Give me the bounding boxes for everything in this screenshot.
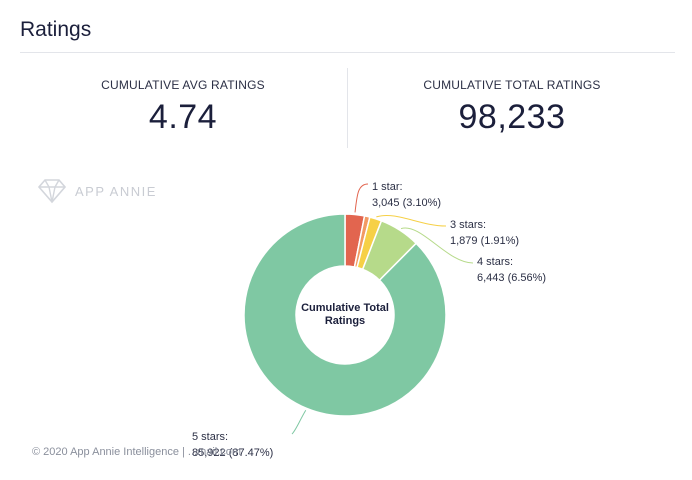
label-3-stars: 3 stars: <box>450 219 486 231</box>
metric-avg-ratings: CUMULATIVE AVG RATINGS 4.74 <box>20 78 346 137</box>
value-1-star: 3,045 (3.10%) <box>372 197 441 209</box>
center-label-line-2: Ratings <box>325 315 365 327</box>
value-4-stars: 6,443 (6.56%) <box>477 272 546 284</box>
connector-1-star <box>354 183 369 213</box>
diamond-logo-icon <box>37 178 67 204</box>
center-label-line-1: Cumulative Total <box>301 302 389 314</box>
slice-5-stars <box>243 213 447 417</box>
metric-avg-value: 4.74 <box>148 98 218 136</box>
label-1-star: 1 star: <box>372 181 403 193</box>
connector-4-stars <box>400 227 474 264</box>
metric-total-label: CUMULATIVE TOTAL RATINGS <box>423 78 601 92</box>
value-3-stars: 1,879 (1.91%) <box>450 235 519 247</box>
metric-total-value: 98,233 <box>458 98 566 136</box>
page-title: Ratings <box>20 18 92 41</box>
metric-divider <box>347 68 348 148</box>
footer-copyright: © 2020 App Annie Intelligence | ...mail.… <box>32 446 242 458</box>
metric-total-ratings: CUMULATIVE TOTAL RATINGS 98,233 <box>349 78 675 137</box>
metric-avg-label: CUMULATIVE AVG RATINGS <box>101 78 265 92</box>
connector-5-stars <box>291 409 307 435</box>
connector-3-stars <box>376 215 447 227</box>
value-5-stars: 85,922 (87.47%) <box>192 447 273 459</box>
label-4-stars: 4 stars: <box>477 256 513 268</box>
label-5-stars: 5 stars: <box>192 431 228 443</box>
title-divider <box>20 52 675 53</box>
watermark: APP ANNIE <box>37 178 157 204</box>
watermark-text: APP ANNIE <box>75 183 157 199</box>
